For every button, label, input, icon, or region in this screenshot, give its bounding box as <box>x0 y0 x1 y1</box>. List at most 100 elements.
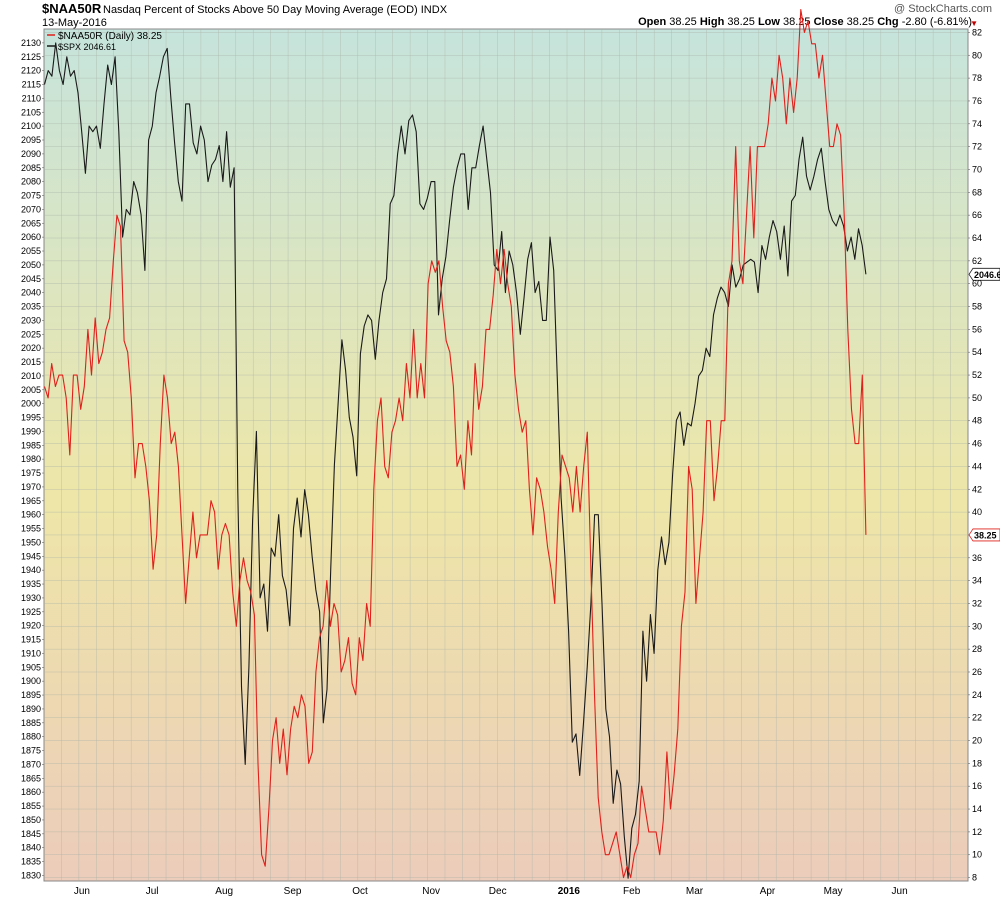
left-tick-label: 2100 <box>21 121 41 131</box>
right-tick-label: 70 <box>972 164 982 174</box>
description-text: Nasdaq Percent of Stocks Above 50 Day Mo… <box>103 4 418 16</box>
left-tick-label: 1980 <box>21 454 41 464</box>
spx-last-tag-box <box>968 267 1000 281</box>
x-tick-label: Jun <box>74 886 90 897</box>
left-tick-label: 2085 <box>21 163 41 173</box>
chart-header: $NAA50R Nasdaq Percent of Stocks Above 5… <box>0 0 1000 30</box>
chart-date: 13-May-2016 <box>42 17 107 29</box>
right-tick-label: 42 <box>972 484 982 494</box>
left-tick-label: 2080 <box>21 177 41 187</box>
left-tick-label: 1850 <box>21 815 41 825</box>
open-value: 38.25 <box>669 16 697 28</box>
right-tick-label: 50 <box>972 393 982 403</box>
left-tick-label: 2075 <box>21 191 41 201</box>
x-tick-label: Nov <box>422 886 440 897</box>
left-tick-label: 1915 <box>21 635 41 645</box>
right-tick-label: 10 <box>972 850 982 860</box>
left-tick-label: 2115 <box>22 80 41 90</box>
right-tick-label: 32 <box>972 598 982 608</box>
x-tick-label: 2016 <box>558 886 581 897</box>
chg-label: Chg <box>877 16 899 28</box>
ohlc-readout: Open 38.25 High 38.25 Low 38.25 Close 38… <box>638 16 972 28</box>
left-tick-label: 1975 <box>21 468 41 478</box>
left-tick-label: 2030 <box>21 315 41 325</box>
right-tick-label: 76 <box>972 96 982 106</box>
left-tick-label: 1845 <box>21 829 41 839</box>
open-label: Open <box>638 16 667 28</box>
naa50r-last-tag: 38.25 <box>968 528 1000 542</box>
right-tick-label: 44 <box>972 461 982 471</box>
right-axis-ticks: 8101214161820222426283032343638404244464… <box>968 27 982 883</box>
left-tick-label: 1895 <box>21 690 41 700</box>
left-tick-label: 2125 <box>21 52 41 62</box>
x-tick-label: May <box>824 886 843 897</box>
left-tick-label: 1885 <box>21 718 41 728</box>
x-tick-label: Aug <box>215 886 233 897</box>
left-tick-label: 1855 <box>21 801 41 811</box>
left-tick-label: 1830 <box>21 870 41 880</box>
high-value: 38.25 <box>727 16 755 28</box>
left-tick-label: 1920 <box>21 621 41 631</box>
left-tick-label: 1990 <box>21 426 41 436</box>
stockcharts-watermark: @ StockCharts.com <box>894 3 992 15</box>
left-tick-label: 1835 <box>21 857 41 867</box>
chg-value: -2.80 (-6.81%) <box>901 16 972 28</box>
left-tick-label: 2110 <box>22 93 41 103</box>
left-tick-label: 1840 <box>21 843 41 853</box>
legend-spx-label: $SPX 2046.61 <box>58 42 116 52</box>
left-tick-label: 1860 <box>21 787 41 797</box>
left-tick-label: 2050 <box>21 260 41 270</box>
right-tick-label: 48 <box>972 416 982 426</box>
naa50r-last-tag-text: 38.25 <box>974 530 997 540</box>
right-tick-label: 34 <box>972 576 982 586</box>
left-tick-label: 1935 <box>21 579 41 589</box>
naa50r-last-tag-box <box>968 528 1000 542</box>
spx-line <box>43 42 867 879</box>
right-tick-label: 52 <box>972 370 982 380</box>
right-tick-label: 24 <box>972 690 982 700</box>
right-tick-label: 8 <box>972 873 977 883</box>
left-tick-label: 1960 <box>21 510 41 520</box>
right-tick-label: 68 <box>972 187 982 197</box>
left-tick-label: 1880 <box>21 732 41 742</box>
left-tick-label: 2040 <box>21 288 41 298</box>
exchange-label: INDX <box>420 4 448 16</box>
left-tick-label: 1905 <box>21 662 41 672</box>
left-tick-label: 1940 <box>21 565 41 575</box>
left-tick-label: 1930 <box>21 593 41 603</box>
close-label: Close <box>813 16 844 28</box>
left-tick-label: 2000 <box>21 399 41 409</box>
right-tick-label: 56 <box>972 324 982 334</box>
left-tick-label: 1875 <box>21 746 41 756</box>
left-tick-label: 2035 <box>21 302 41 312</box>
left-tick-label: 2065 <box>21 218 41 228</box>
left-tick-label: 1870 <box>21 759 41 769</box>
right-tick-label: 26 <box>972 667 982 677</box>
series-layer <box>43 9 867 879</box>
left-axis-ticks: 1830 1835 1840 1845 1850 1855 1860 1865 1870 1875… <box>21 38 44 880</box>
close-value: 38.25 <box>846 16 875 28</box>
right-tick-label: 30 <box>972 621 982 631</box>
right-tick-label: 82 <box>972 27 982 37</box>
chart-description: Nasdaq Percent of Stocks Above 50 Day Mo… <box>103 4 447 16</box>
left-tick-label: 2025 <box>21 329 41 339</box>
left-tick-label: 1950 <box>21 537 41 547</box>
right-tick-label: 40 <box>972 507 982 517</box>
grid-lines <box>44 29 968 881</box>
x-tick-label: Mar <box>686 886 704 897</box>
chart-legend: $NAA50R (Daily) 38.25 $SPX 2046.61 <box>47 31 162 52</box>
x-tick-label: Sep <box>284 886 302 897</box>
right-tick-label: 28 <box>972 644 982 654</box>
ticker-symbol: $NAA50R <box>42 1 102 16</box>
right-tick-label: 14 <box>972 804 982 814</box>
left-tick-label: 1900 <box>21 676 41 686</box>
left-tick-label: 1995 <box>21 413 41 423</box>
left-tick-label: 1865 <box>21 773 41 783</box>
right-tick-label: 72 <box>972 142 982 152</box>
left-tick-label: 2105 <box>21 107 41 117</box>
right-tick-label: 62 <box>972 256 982 266</box>
left-tick-label: 2015 <box>21 357 41 367</box>
right-tick-label: 66 <box>972 210 982 220</box>
left-tick-label: 2130 <box>21 38 41 48</box>
